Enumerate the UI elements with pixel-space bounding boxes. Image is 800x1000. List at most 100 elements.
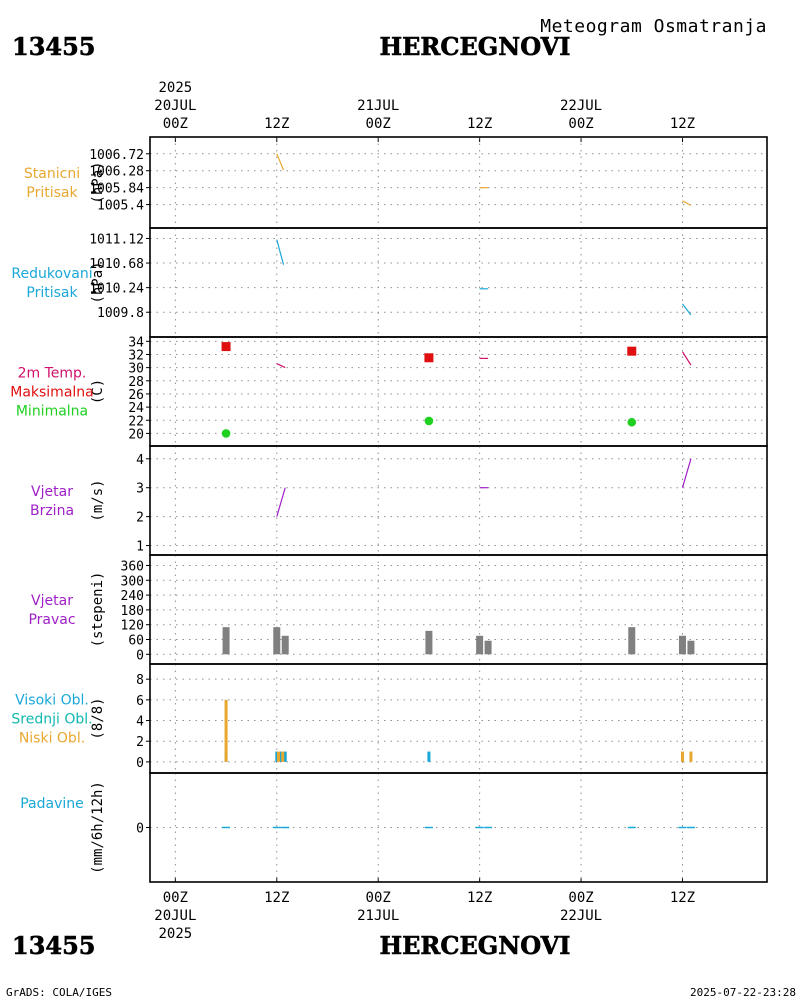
panel-label: Srednji Obl. [11,712,92,728]
top-time-tick-label: 00Z [366,116,391,132]
panel-frame [150,446,767,555]
y-tick-label: 300 [121,574,144,589]
footer-credits: GrADS: COLA/IGES [6,986,112,999]
y-tick-label: 3 [136,482,144,497]
meteogram-canvas: 13455 HERCEGNOVI Meteogram Osmatranja 00… [0,0,800,1000]
panel-wind-direction: 360300240180120600 (stepeni) Vjetar Pravac [28,555,767,664]
panel-label: Vjetar [31,593,73,609]
top-date-label: 22JUL [560,98,602,114]
panel-frame [150,664,767,773]
y-tick-label: 240 [121,589,144,604]
bottom-year-label: 2025 [158,926,192,942]
panel-frame [150,773,767,882]
y-tick-label: 1009.8 [97,306,144,321]
wind-direction-bar [628,627,635,654]
max-temp-marker [424,353,433,362]
top-time-tick-label: 12Z [467,116,492,132]
y-tick-label: 0 [136,822,144,837]
series-line-purple [683,459,691,488]
y-tick-label: 60 [128,633,144,648]
panel-label: Pritisak [26,285,78,301]
panel-label: Brzina [30,503,74,519]
panel-reduced-pressure: 1011.12 1010.68 1010.24 1009.8 (hPa)Redukova… [11,228,767,337]
panel-frame [150,137,767,228]
top-time-tick-label: 12Z [264,116,289,132]
panel-label: Minimalna [16,404,88,420]
y-tick-label: 120 [121,619,144,634]
cloud-bar [225,700,228,762]
max-temp-marker [222,342,231,351]
panel-station-pressure: 1006.721006.281005.841005.4(hPa)Stanicni… [24,137,767,228]
y-tick-label: 2 [136,511,144,526]
top-date-label: 20JUL [154,98,196,114]
wind-direction-bar [485,641,492,655]
panel-wind-speed: 4 3 2 1 (m/s) Vjetar Brzina [30,446,767,555]
panel-label: 2m Temp. [18,366,87,382]
series-line-cyan [683,304,691,315]
panel-label: Padavine [20,796,84,812]
wind-direction-bar [223,627,230,654]
wind-direction-bar [273,627,280,654]
bottom-time-tick-label: 12Z [670,890,695,906]
panel-label: Vjetar [31,484,73,500]
wind-direction-bar [679,636,686,655]
top-date-label: 21JUL [357,98,399,114]
y-tick-label: 4 [136,715,144,730]
max-temp-marker [627,347,636,356]
top-time-axis: 00Z 20JUL 12Z 00Z 21JUL 12Z 00Z 22JUL 12Z 2025 [154,80,695,142]
cloud-bar [281,752,284,762]
cloud-bar [689,752,692,762]
bottom-date-label: 22JUL [560,908,602,924]
panel-frame [150,555,767,664]
cloud-bar [427,752,430,762]
bottom-time-tick-label: 12Z [467,890,492,906]
panel-label: Maksimalna [10,385,94,401]
footer-station-id: 13455 [12,931,96,960]
wind-direction-bar [687,641,694,655]
panel-label: Redukovani [11,266,92,282]
y-tick-label: 360 [121,559,144,574]
bottom-time-tick-label: 12Z [264,890,289,906]
wind-direction-bar [425,631,432,654]
bottom-time-tick-label: 00Z [568,890,593,906]
y-axis-unit-label: (stepeni) [90,572,106,648]
cloud-bar [681,752,684,762]
panel-label: Pravac [28,612,75,628]
min-temp-marker [222,429,231,438]
y-axis-unit-label: (mm/6h/12h) [90,781,106,874]
panel-frame [150,337,767,446]
panel-label: Pritisak [26,185,78,201]
panel-label: Visoki Obl. [15,693,89,709]
bottom-date-label: 20JUL [154,908,196,924]
y-tick-label: 1006.72 [89,148,144,163]
footer-station-name: HERCEGNOVI [379,931,570,960]
top-year-label: 2025 [158,80,192,96]
panel-label: Niski Obl. [19,731,85,747]
y-tick-label: 1 [136,540,144,555]
bottom-date-label: 21JUL [357,908,399,924]
meteogram-panels: 1006.721006.281005.841005.4(hPa)Stanicni… [10,137,767,882]
series-line-crimson [683,352,691,365]
bottom-time-tick-label: 00Z [163,890,188,906]
product-title: Meteogram Osmatranja [540,16,767,37]
series-line-orange [277,154,284,170]
y-tick-label: 1011.12 [89,232,144,247]
panel-precipitation: 0 (mm/6h/12h) Padavine [20,773,767,882]
y-tick-label: 4 [136,453,144,468]
y-tick-label: 8 [136,673,144,688]
y-tick-label: 0 [136,648,144,663]
y-tick-label: 6 [136,694,144,709]
footer-timestamp: 2025-07-22-23:28 [690,986,796,999]
series-line-purple [277,488,285,517]
panel-label: Stanicni [24,166,80,182]
top-time-tick-label: 00Z [163,116,188,132]
cloud-bar [277,752,280,762]
wind-direction-bar [476,636,483,655]
top-time-tick-label: 12Z [670,116,695,132]
panel-clouds: 86420(8/8)Visoki Obl.Srednji Obl.Niski O… [11,664,767,773]
y-tick-label: 0 [136,756,144,771]
y-tick-label: 180 [121,604,144,619]
min-temp-marker [425,417,434,426]
y-tick-label: 2 [136,735,144,750]
